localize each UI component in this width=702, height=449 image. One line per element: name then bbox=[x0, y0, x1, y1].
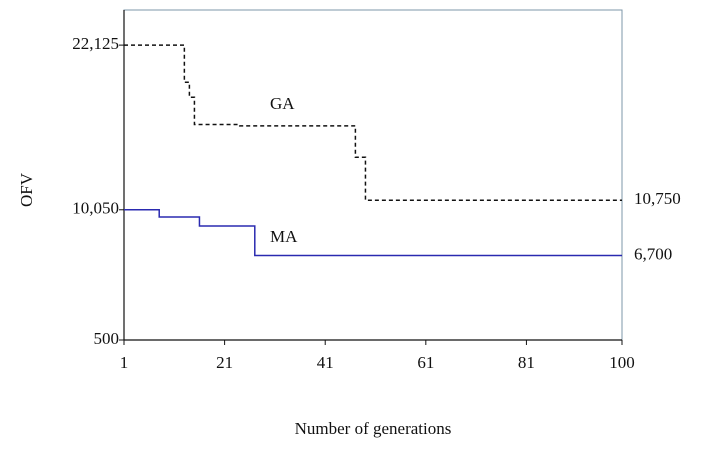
y-tick-label: 22,125 bbox=[72, 34, 119, 53]
series-line bbox=[124, 44, 622, 201]
x-tick-label: 81 bbox=[518, 353, 535, 372]
value-label: 10,750 bbox=[634, 189, 681, 208]
y-tick-label: 10,050 bbox=[72, 199, 119, 218]
y-tick-label: 500 bbox=[94, 329, 120, 348]
y-axis-label: OFV bbox=[17, 172, 36, 207]
x-tick-label: 61 bbox=[417, 353, 434, 372]
x-tick-label: 100 bbox=[609, 353, 635, 372]
series-name: MA bbox=[270, 227, 298, 246]
series-name: GA bbox=[270, 94, 295, 113]
value-label: 6,700 bbox=[634, 244, 672, 263]
series-line bbox=[124, 209, 622, 257]
x-tick-label: 1 bbox=[120, 353, 129, 372]
plot-frame bbox=[123, 9, 623, 341]
x-tick-label: 21 bbox=[216, 353, 233, 372]
x-axis-label: Number of generations bbox=[295, 419, 452, 438]
x-tick-label: 41 bbox=[317, 353, 334, 372]
